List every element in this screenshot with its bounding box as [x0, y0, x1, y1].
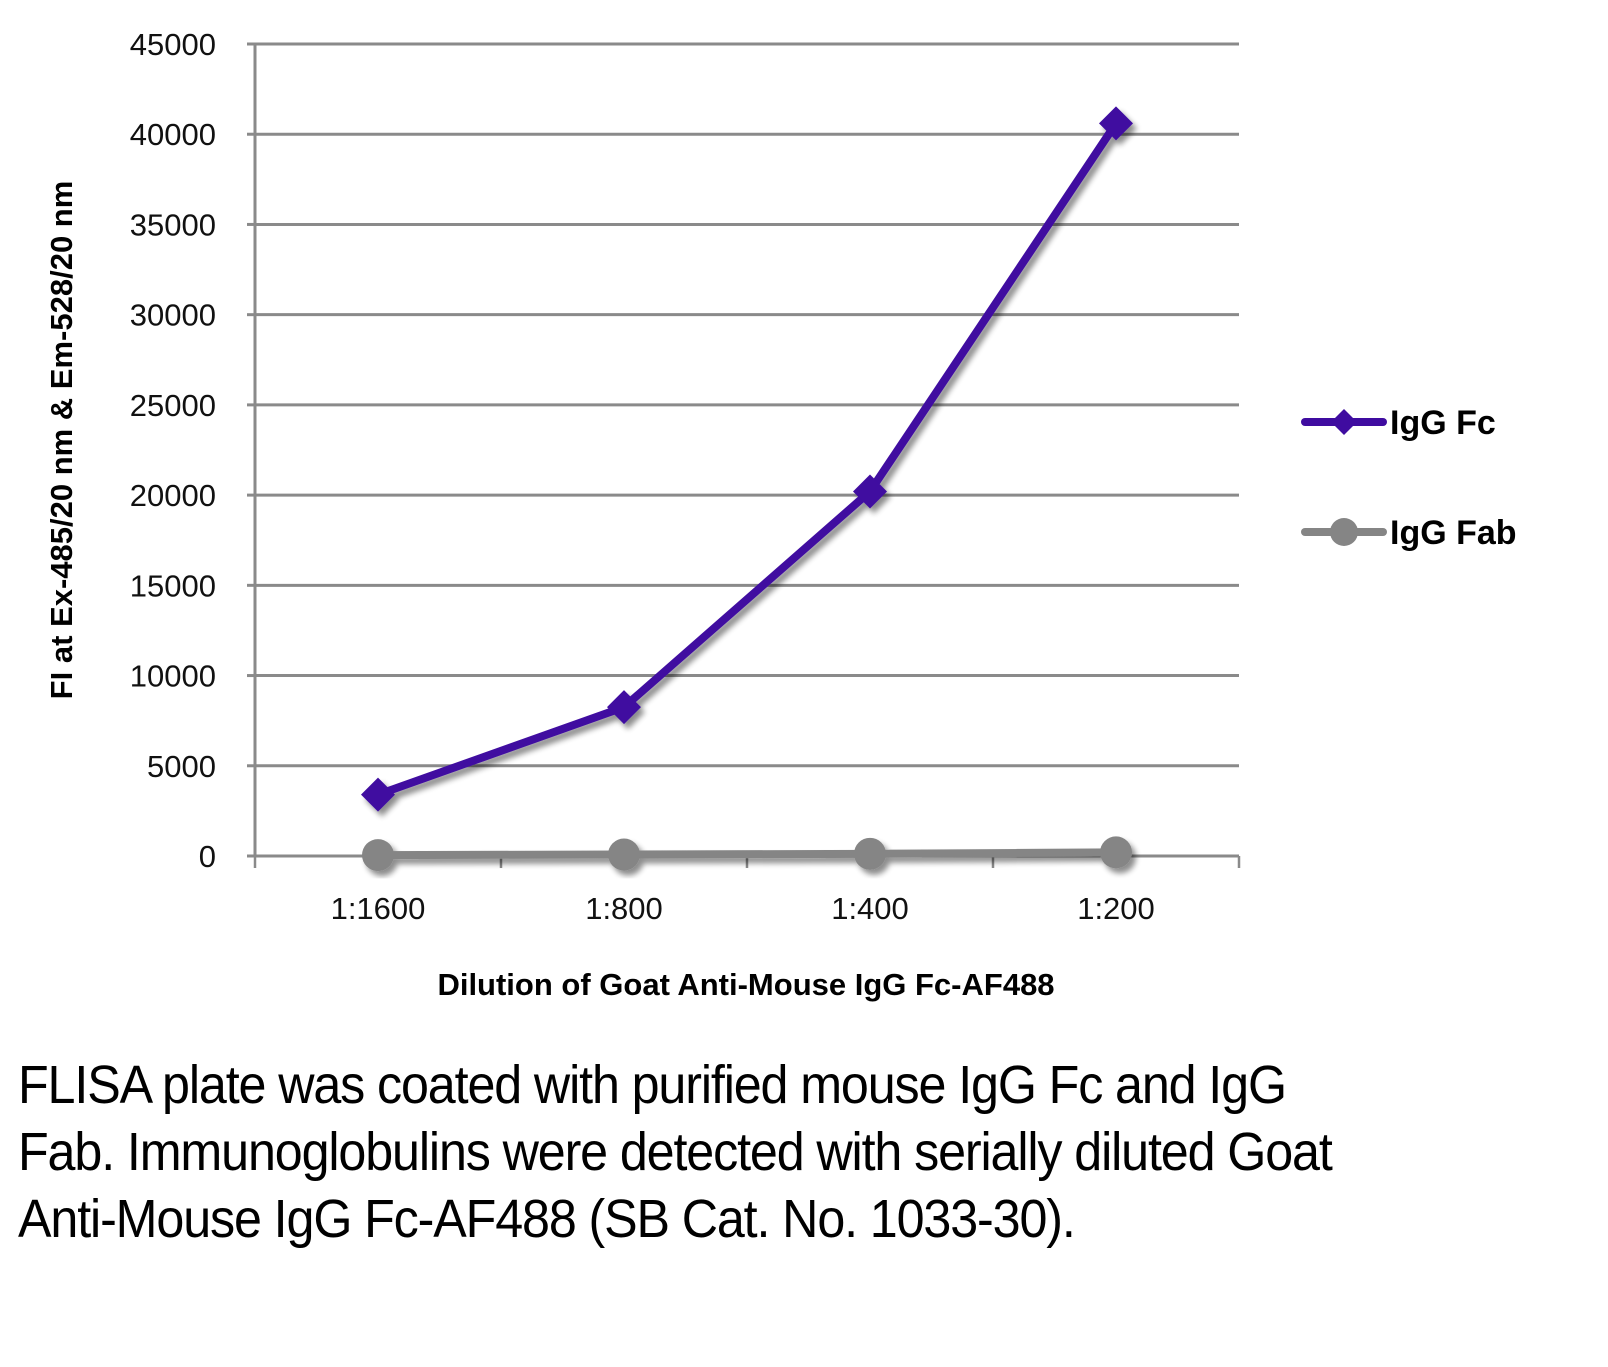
y-tick-label: 35000 — [130, 207, 216, 242]
legend-item: IgG Fc — [1301, 404, 1496, 442]
legend-label: IgG Fc — [1390, 404, 1496, 442]
legend-diamond-icon — [1331, 409, 1357, 435]
y-tick-label: 10000 — [130, 659, 216, 694]
figure-caption: FLISA plate was coated with purified mou… — [18, 1055, 1333, 1249]
y-axis-title: FI at Ex-485/20 nm & Em-528/20 nm — [44, 181, 79, 700]
y-tick-label: 5000 — [147, 749, 216, 784]
x-tick-label: 1:400 — [831, 891, 909, 926]
x-tick-label: 1:1600 — [331, 891, 426, 926]
legend-circle-icon — [1330, 518, 1358, 546]
x-tick-labels: 1:1600 1:800 1:400 1:200 — [331, 891, 1155, 926]
legend: IgG Fc IgG Fab — [1301, 404, 1517, 552]
data-point-diamond — [607, 690, 641, 725]
x-tick-label: 1:800 — [585, 891, 663, 926]
data-point-diamond — [361, 777, 395, 812]
series-igg-fc — [361, 106, 1133, 812]
y-tick-label: 30000 — [130, 298, 216, 333]
data-point-circle — [854, 837, 886, 870]
y-tick-label: 40000 — [130, 117, 216, 152]
data-point-diamond — [1099, 106, 1133, 141]
series-igg-fab — [362, 836, 1132, 872]
legend-label: IgG Fab — [1390, 514, 1517, 552]
y-tick-label: 20000 — [130, 478, 216, 513]
series-line — [377, 848, 1117, 860]
y-tick-label: 25000 — [130, 388, 216, 423]
gridlines — [255, 42, 1239, 768]
data-point-circle — [608, 838, 640, 871]
legend-item: IgG Fab — [1301, 514, 1517, 552]
y-tick-label: 15000 — [130, 568, 216, 603]
x-tick-label: 1:200 — [1077, 891, 1155, 926]
x-axis-title: Dilution of Goat Anti-Mouse IgG Fc-AF488 — [437, 967, 1054, 1002]
data-point-diamond — [853, 474, 887, 509]
data-point-circle — [362, 839, 394, 872]
y-tick-label: 0 — [199, 839, 216, 874]
series-group — [361, 106, 1133, 872]
y-tick-label: 45000 — [130, 27, 216, 62]
line-chart: 0 5000 10000 15000 20000 25000 30000 35000 40000… — [44, 27, 1517, 1002]
series-line — [376, 121, 1120, 799]
data-point-circle — [1100, 836, 1132, 869]
y-tick-labels: 0 5000 10000 15000 20000 25000 30000 35000 40000… — [130, 27, 216, 874]
